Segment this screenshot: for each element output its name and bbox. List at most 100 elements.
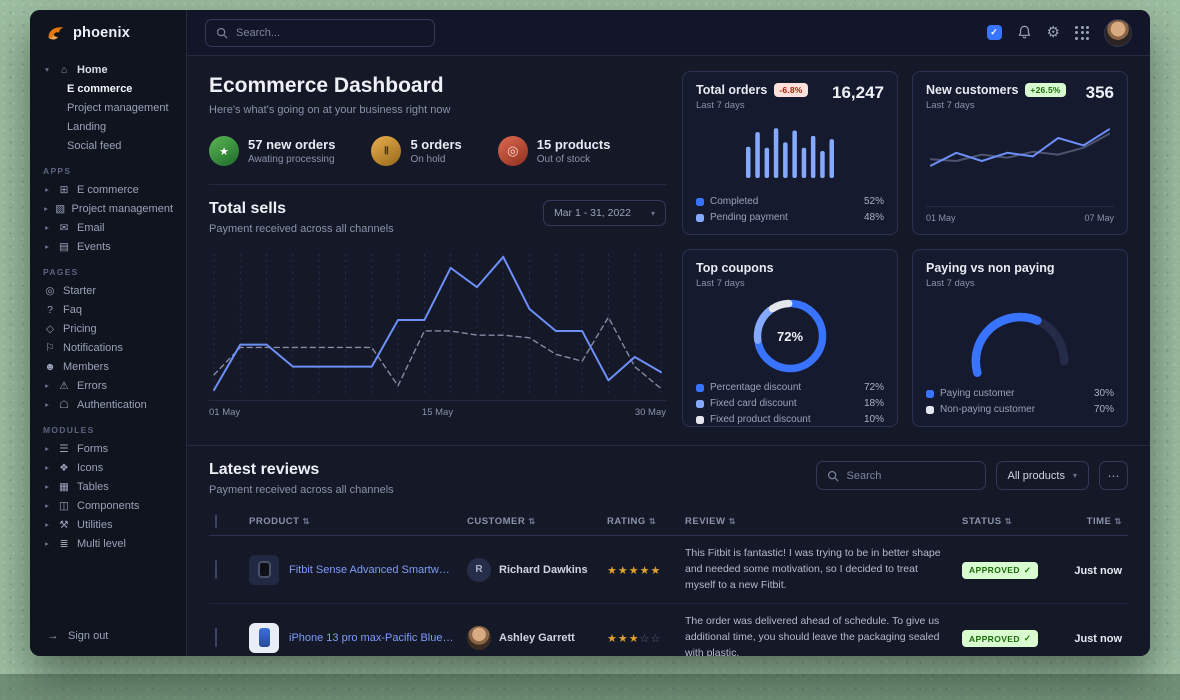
total-sells-line-chart [209, 253, 666, 401]
search-icon [216, 27, 228, 39]
sidebar-item-faq[interactable]: ? Faq [43, 300, 173, 319]
chevron-right-icon: ▸ [45, 242, 49, 251]
sidebar-item-tables[interactable]: ▸ ▦ Tables [43, 477, 173, 496]
sidebar-item-members[interactable]: ☻ Members [44, 360, 109, 373]
sidebar-item-starter[interactable]: ◎ Starter [43, 281, 173, 300]
sidebar-item-apps-events[interactable]: ▸ ▤ Events [43, 237, 173, 256]
search-icon [827, 470, 839, 482]
sidebar-section-pages: PAGES [43, 267, 79, 277]
legend-dot [696, 197, 704, 206]
chevron-right-icon: ▸ [45, 482, 49, 491]
sidebar-item-ecommerce[interactable]: E commerce [67, 82, 133, 95]
sidebar-item-components[interactable]: ▸ ◫ Components [43, 496, 173, 515]
sidebar-item-home[interactable]: ▾ ⌂ Home [43, 60, 173, 79]
product-link[interactable]: Fitbit Sense Advanced Smartwatch with To… [289, 563, 455, 576]
sidebar-item-forms[interactable]: ▸ ☰ Forms [43, 439, 173, 458]
sidebar-item-apps-email[interactable]: ▸ ✉ Email [43, 218, 173, 237]
pause-icon: Ⅱ [371, 136, 402, 166]
new-customers-card: New customers +26.5% Last 7 days 356 01 … [912, 71, 1128, 235]
product-thumbnail [249, 622, 279, 653]
layers-icon: ≣ [59, 537, 69, 550]
column-header-review[interactable]: REVIEW ⇅ [679, 508, 956, 536]
sort-icon: ⇅ [528, 516, 536, 526]
search-input[interactable] [236, 26, 424, 39]
status-badge: APPROVED ✓ [962, 561, 1039, 579]
compass-icon: ◎ [45, 284, 55, 297]
sidebar-item-landing[interactable]: Landing [67, 120, 107, 133]
shapes-icon: ❖ [59, 461, 69, 474]
sidebar-item-apps-project-management[interactable]: ▸ ▧ Project management [44, 202, 173, 215]
legend-completed: Completed 52% [696, 196, 884, 207]
sidebar-item-pricing[interactable]: ◇ Pricing [43, 319, 173, 338]
new-customers-value: 356 [1085, 83, 1114, 102]
sign-out-icon: → [47, 630, 59, 642]
paying-card: Paying vs non paying Last 7 days Paying … [912, 249, 1128, 427]
column-header-product[interactable]: PRODUCT ⇅ [243, 508, 461, 536]
reviews-search-input[interactable] [846, 469, 975, 482]
stat-on-hold: Ⅱ 5 orders On hold [371, 136, 462, 166]
brand[interactable]: phoenix [30, 10, 186, 56]
sort-icon: ⇅ [302, 516, 311, 526]
legend-dot [926, 389, 934, 398]
topbar-actions: ✓ ⚙ [986, 18, 1132, 47]
sidebar-item-utilities[interactable]: ▸ ⚒ Utilities [43, 515, 173, 534]
column-header-time[interactable]: TIME ⇅ [1054, 508, 1128, 536]
reviews-table: PRODUCT ⇅ CUSTOMER ⇅ RATING ⇅ REVIEW ⇅ STATU… [209, 508, 1128, 656]
chevron-right-icon: ▸ [45, 444, 49, 453]
sidebar-item-project-management[interactable]: Project management [67, 101, 169, 114]
home-icon: ⌂ [60, 63, 68, 76]
calendar-icon: ▤ [59, 240, 69, 253]
topbar: ✓ ⚙ [187, 10, 1150, 56]
sidebar-item-icons[interactable]: ▸ ❖ Icons [43, 458, 173, 477]
theme-toggle-icon[interactable]: ✓ [986, 25, 1002, 40]
cart-icon: ⊞ [59, 183, 69, 196]
trend-badge: +26.5% [1025, 83, 1066, 97]
row-checkbox[interactable] [215, 627, 217, 647]
stat-out-of-stock: ◎ 15 products Out of stock [497, 136, 610, 166]
sidebar-item-apps-ecommerce[interactable]: ▸ ⊞ E commerce [43, 180, 173, 199]
sidebar-item-notifications[interactable]: ⚐ Notifications [43, 338, 173, 357]
date-range-select[interactable]: Mar 1 - 31, 2022 ▾ [542, 200, 666, 226]
legend-dot [926, 405, 934, 414]
column-header-status[interactable]: STATUS ⇅ [956, 508, 1054, 536]
total-orders-value: 16,247 [832, 83, 884, 102]
table-icon: ▦ [59, 480, 69, 493]
reviews-subtitle: Payment received across all channels [209, 484, 394, 496]
column-header-customer[interactable]: CUSTOMER ⇅ [461, 508, 601, 536]
sign-out-button[interactable]: → Sign out [47, 630, 109, 642]
chevron-right-icon: ▸ [45, 463, 49, 472]
trend-badge: -6.8% [774, 83, 808, 97]
product-thumbnail [249, 554, 279, 585]
bell-icon[interactable] [1017, 25, 1032, 40]
column-header-rating[interactable]: RATING ⇅ [601, 508, 679, 536]
total-sells-section: Total sells Payment received across all … [209, 184, 666, 418]
row-checkbox[interactable] [215, 559, 217, 579]
apps-grid-icon[interactable] [1075, 25, 1089, 40]
app-window: phoenix ▾ ⌂ Home E commerce Project mana… [30, 10, 1150, 656]
question-icon: ? [47, 303, 53, 316]
topbar-search [205, 18, 435, 47]
iphone-image [258, 628, 270, 648]
sort-icon: ⇅ [1114, 516, 1122, 526]
main-scroll: Ecommerce Dashboard Here's what's going … [187, 56, 1150, 656]
avatar[interactable] [1104, 18, 1132, 47]
select-all-checkbox[interactable] [215, 515, 217, 528]
legend-dot [696, 213, 704, 222]
sidebar-item-social-feed[interactable]: Social feed [67, 139, 122, 152]
table-row: iPhone 13 pro max-Pacific Blue-128GB sto… [209, 603, 1128, 656]
gear-icon[interactable]: ⚙ [1046, 24, 1060, 41]
shield-icon: ☖ [59, 398, 69, 411]
sidebar-item-authentication[interactable]: ▸ ☖ Authentication [43, 395, 173, 414]
paying-gauge-chart [926, 295, 1114, 380]
smartwatch-image [257, 561, 271, 579]
page-title: Ecommerce Dashboard [209, 74, 444, 97]
product-link[interactable]: iPhone 13 pro max-Pacific Blue-128GB sto… [289, 631, 455, 644]
reviews-title: Latest reviews [209, 461, 320, 478]
all-products-select[interactable]: All products ▾ [995, 461, 1089, 490]
content-area: ✓ ⚙ Ecommerce Dashboard Here's what's go… [187, 10, 1150, 656]
total-sells-title: Total sells [209, 200, 287, 217]
sidebar-item-multi-level[interactable]: ▸ ≣ Multi level [43, 534, 173, 553]
sidebar-item-errors[interactable]: ▸ ⚠ Errors [43, 376, 173, 395]
more-options-button[interactable]: ⋯ [1099, 461, 1128, 490]
chevron-down-icon: ▾ [1072, 471, 1077, 480]
